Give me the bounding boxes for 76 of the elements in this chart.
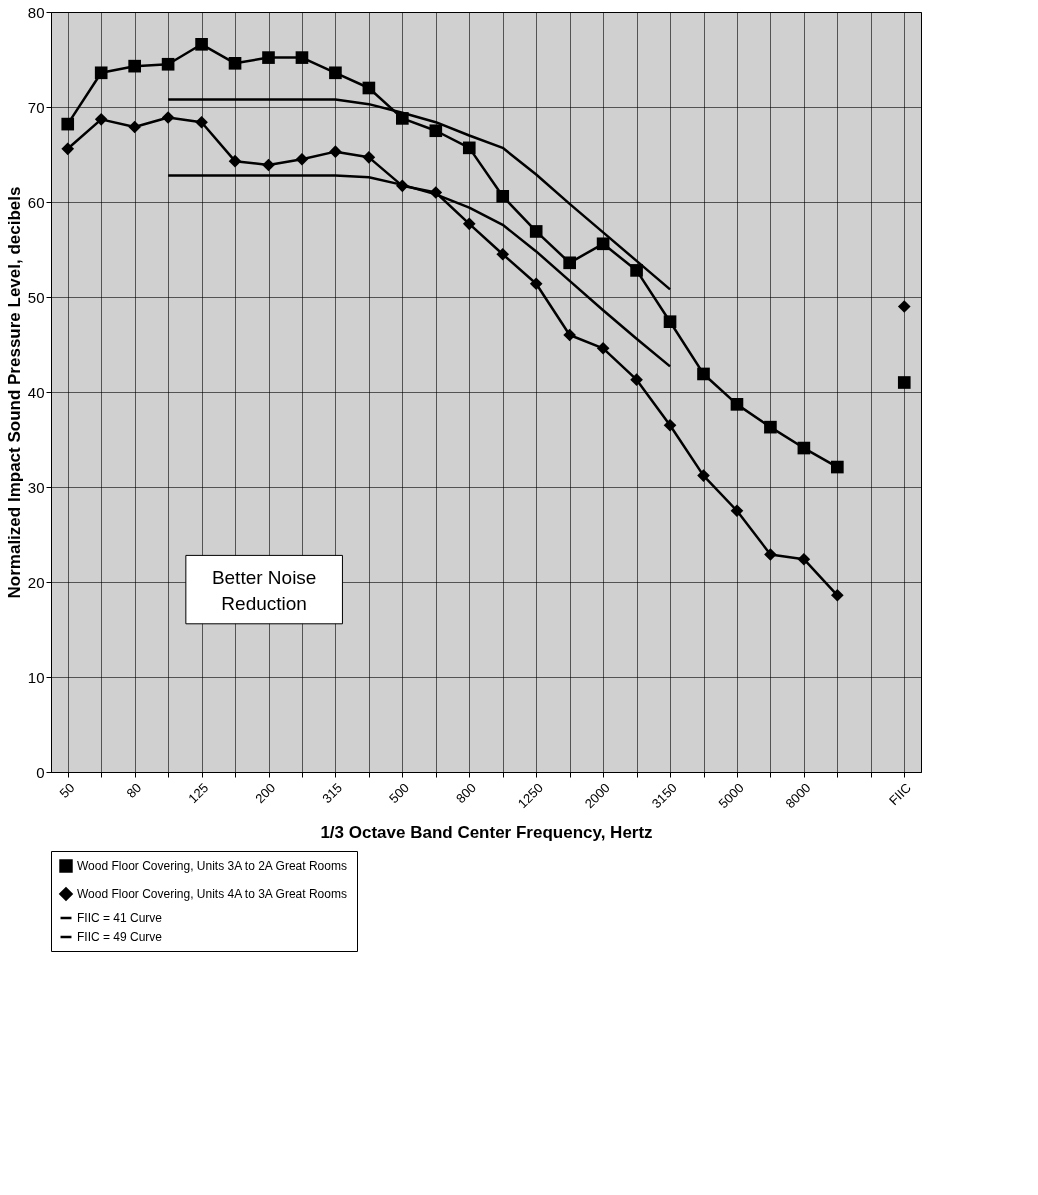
point: [496, 247, 510, 261]
legend-label: Wood Floor Covering, Units 3A to 2A Great Rooms: [77, 859, 347, 873]
point: [429, 124, 443, 138]
point: [161, 111, 175, 124]
point: [61, 117, 75, 131]
point: [195, 115, 208, 129]
point: [663, 315, 677, 329]
y-tick-label: 10: [27, 668, 45, 686]
y-tick-label: 70: [27, 98, 45, 116]
point: [730, 398, 744, 411]
annotation: Better Noise Reduction: [211, 567, 317, 615]
point: [396, 179, 409, 193]
point: [462, 141, 476, 155]
point: [94, 113, 108, 126]
y-tick-label: 50: [27, 288, 45, 306]
point: [797, 441, 811, 455]
y-tick-label: 80: [27, 3, 45, 21]
x-tick-label: 80: [123, 780, 145, 801]
point: [262, 51, 275, 64]
point: [128, 59, 141, 73]
point: [462, 217, 476, 231]
point: [529, 277, 543, 291]
y-tick-label: 60: [27, 193, 45, 211]
point: [897, 300, 911, 313]
point: [161, 57, 175, 71]
point: [529, 225, 543, 238]
x-axis-title: 1/3 Octave Band Center Frequency, Hertz: [320, 823, 653, 843]
point: [94, 66, 108, 80]
point: [663, 418, 677, 432]
point: [630, 373, 643, 386]
point: [831, 460, 844, 474]
line-series: [166, 98, 672, 291]
x-tick-label: 800: [453, 780, 479, 807]
point: [630, 264, 643, 277]
x-tick-label: 200: [252, 780, 279, 807]
point: [329, 66, 342, 80]
point: [295, 51, 309, 64]
point: [897, 376, 911, 389]
point: [429, 186, 443, 199]
point: [831, 588, 844, 602]
point: [295, 152, 309, 166]
legend-label: FIIC = 41 Curve: [77, 911, 163, 925]
point: [596, 341, 610, 355]
point: [362, 81, 376, 95]
y-axis-title: Normalized Impact Sound Pressure Level, decibels: [4, 186, 24, 599]
point: [128, 120, 141, 134]
point: [61, 142, 75, 156]
point: [228, 56, 242, 70]
point: [797, 552, 811, 566]
y-tick-label: 30: [27, 478, 45, 496]
x-tick-label: 500: [386, 780, 413, 807]
point: [262, 158, 275, 172]
y-tick-label: 20: [27, 573, 45, 591]
point: [596, 237, 610, 251]
point: [329, 145, 342, 158]
x-tick-label: 125: [185, 780, 212, 807]
point: [764, 420, 777, 434]
point: [697, 367, 710, 381]
y-tick-label: 40: [27, 383, 45, 401]
point: [563, 328, 576, 342]
point: [228, 154, 242, 168]
point: [362, 151, 376, 164]
point: [764, 548, 777, 561]
legend-label: FIIC = 49 Curve: [77, 930, 163, 944]
point: [563, 256, 576, 270]
point: [697, 469, 710, 482]
x-tick-label: 50: [56, 780, 78, 801]
point: [396, 112, 409, 125]
point: [496, 189, 510, 203]
point: [195, 37, 208, 51]
y-tick-label: 0: [36, 763, 45, 781]
line-series: [166, 174, 672, 368]
x-tick-label: 315: [319, 780, 346, 807]
legend-label: Wood Floor Covering, Units 4A to 3A Great Rooms: [77, 887, 347, 901]
x-tick-label: FIIC: [885, 780, 914, 809]
point: [730, 504, 744, 518]
